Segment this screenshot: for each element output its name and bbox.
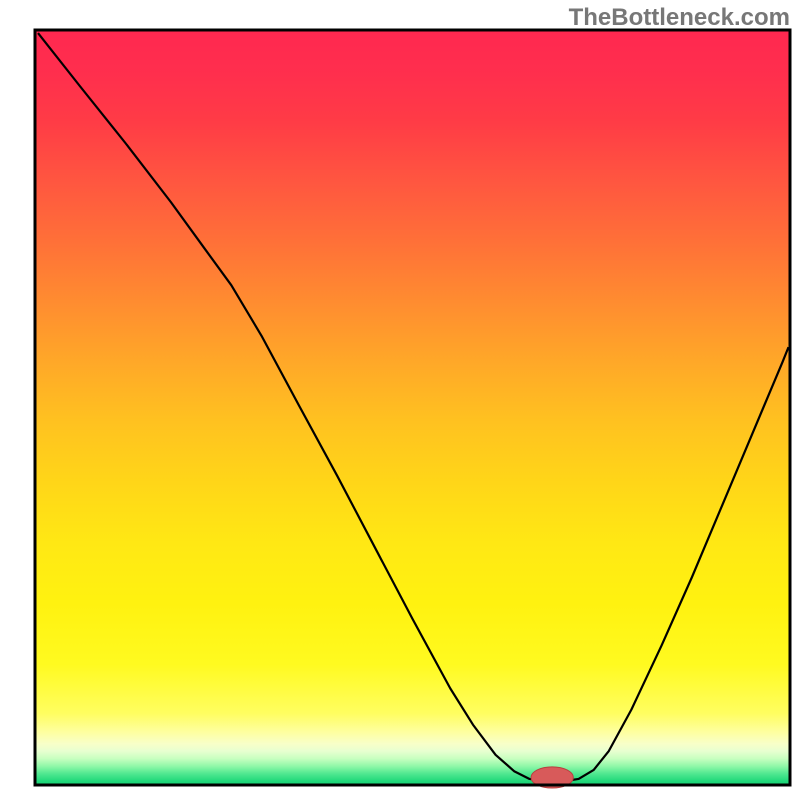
watermark-text: TheBottleneck.com (569, 4, 790, 32)
gradient-background (35, 30, 790, 785)
bottleneck-chart (0, 0, 800, 800)
chart-container: TheBottleneck.com (0, 0, 800, 800)
